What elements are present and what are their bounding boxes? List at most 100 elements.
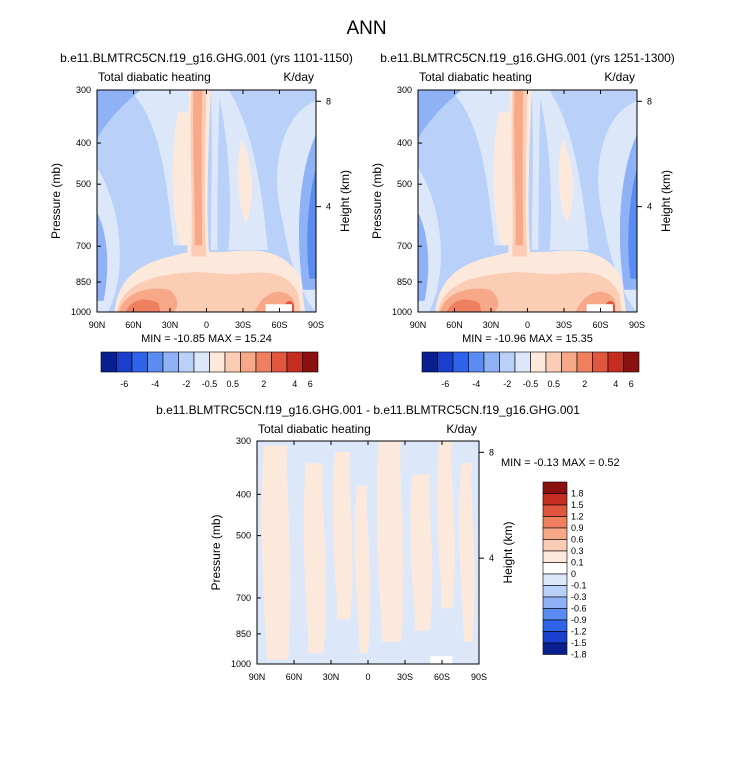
y-tick-label: 500: [397, 179, 412, 189]
x-tick-label: 0: [204, 320, 209, 330]
colorbar-label: -4: [472, 379, 480, 389]
colorbar-label: -1.8: [571, 650, 587, 660]
colorbar-box: [623, 351, 640, 373]
colorbar-box: [116, 351, 133, 373]
contour-band: [446, 299, 482, 312]
min-max-label: MIN = -10.85 MAX = 15.24: [141, 333, 272, 345]
panel-subtitle-right: K/day: [283, 70, 314, 84]
colorbar-box: [302, 351, 319, 373]
chart-panel-2: 90N 60N 30N 0 30S 60S 90S 300 400 500 700 850 1000 8 4…: [370, 51, 675, 389]
contour-band: [418, 212, 429, 301]
colorbar-box: [100, 351, 117, 373]
x-tick-label: 30S: [556, 320, 572, 330]
missing-data: [430, 656, 453, 664]
y-tick-label: 300: [76, 85, 91, 95]
colorbar-box: [542, 596, 568, 609]
y-tick-label: 400: [76, 138, 91, 148]
colorbar-label: 1.8: [571, 489, 584, 499]
x-tick-label: 60N: [125, 320, 142, 330]
x-tick-label: 30N: [162, 320, 179, 330]
y-tick-label: 500: [236, 531, 251, 541]
colorbar-label: -0.9: [571, 615, 587, 625]
colorbar-box: [131, 351, 148, 373]
y-tick-label: 700: [236, 593, 251, 603]
colorbar-box: [542, 527, 568, 540]
colorbar-label: 0.6: [571, 535, 584, 545]
colorbar-box: [209, 351, 226, 373]
y-right-axis-label: Height (km): [338, 170, 352, 232]
y-tick-label: 300: [397, 85, 412, 95]
contour-band: [459, 463, 475, 642]
colorbar-label: -6: [441, 379, 449, 389]
contour-band: [261, 445, 291, 660]
colorbar-label: -1.5: [571, 638, 587, 648]
y-tick-label: 300: [236, 436, 251, 446]
contour-band: [354, 485, 371, 653]
colorbar-label: -2: [503, 379, 511, 389]
colorbar-box: [224, 351, 241, 373]
x-tick-label: 0: [525, 320, 530, 330]
y-tick-label: 850: [76, 277, 91, 287]
colorbar-label: -4: [151, 379, 159, 389]
colorbar-box: [452, 351, 469, 373]
colorbar-label: -0.3: [571, 592, 587, 602]
y-axis-label: Pressure (mb): [370, 163, 384, 239]
x-tick-label: 30N: [323, 672, 340, 682]
y-tick-label: 850: [236, 629, 251, 639]
colorbar-label: 1.5: [571, 500, 584, 510]
contour-band: [332, 452, 353, 620]
chart-panel-1: 90N 60N 30N 0 30S 60S 90S 300 400 500 700 850 1000 8 4…: [49, 51, 353, 389]
colorbar-label: -0.5: [523, 379, 539, 389]
contour-band: [237, 138, 253, 224]
panel-title: b.e11.BLMTRC5CN.f19_g16.GHG.001 - b.e11.…: [156, 403, 580, 417]
colorbar-label: 0.5: [226, 379, 239, 389]
contour-band: [558, 138, 574, 224]
missing-data: [586, 304, 613, 312]
y-tick-label: 1000: [231, 659, 251, 669]
colorbar-box: [483, 351, 500, 373]
colorbar-box: [542, 585, 568, 598]
x-tick-label: 30N: [483, 320, 500, 330]
min-max-label: MIN = -0.13 MAX = 0.52: [501, 457, 620, 469]
y-tick-label: 700: [76, 241, 91, 251]
colorbar-box: [545, 351, 562, 373]
x-tick-label: 90N: [410, 320, 427, 330]
colorbar-box: [271, 351, 288, 373]
contour-band: [376, 441, 404, 642]
y-tick-label: 400: [236, 489, 251, 499]
panel-title: b.e11.BLMTRC5CN.f19_g16.GHG.001 (yrs 110…: [60, 51, 353, 65]
y-right-tick-label: 8: [647, 96, 652, 106]
colorbar-box: [542, 642, 568, 655]
contour-field: [418, 90, 637, 312]
colorbar-label: -2: [182, 379, 190, 389]
colorbar-box: [542, 493, 568, 506]
y-tick-label: 1000: [71, 307, 91, 317]
x-tick-label: 90N: [249, 672, 266, 682]
contour-band: [628, 167, 637, 279]
colorbar-label: -6: [120, 379, 128, 389]
y-right-tick-label: 8: [326, 96, 331, 106]
contour-band: [125, 299, 161, 312]
colorbar-box: [178, 351, 195, 373]
colorbar-label: 0.1: [571, 558, 584, 568]
colorbar-label: 0: [571, 569, 576, 579]
colorbar-box: [542, 562, 568, 575]
y-right-tick-label: 4: [647, 202, 652, 212]
y-tick-label: 700: [397, 241, 412, 251]
contour-band: [97, 90, 141, 139]
x-tick-label: 60N: [286, 672, 303, 682]
colorbar-box: [542, 631, 568, 644]
colorbar-label: -0.1: [571, 581, 587, 591]
colorbar-box: [240, 351, 257, 373]
contour-field: [257, 441, 479, 664]
colorbar-box: [147, 351, 164, 373]
x-tick-label: 60S: [271, 320, 287, 330]
contour-band: [97, 212, 108, 301]
contour-band: [418, 90, 462, 139]
contour-band: [210, 90, 220, 250]
colorbar-label: 2: [582, 379, 587, 389]
y-axis-label: Pressure (mb): [209, 514, 223, 590]
y-right-axis-label: Height (km): [501, 521, 515, 583]
contour-band: [531, 90, 541, 250]
